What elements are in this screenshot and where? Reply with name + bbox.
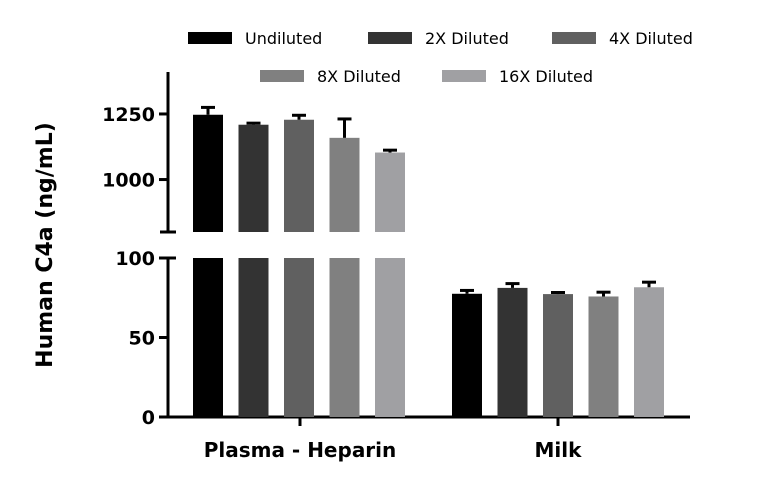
legend-swatch (260, 70, 304, 82)
legend-label: 4X Diluted (609, 29, 693, 48)
bar (238, 258, 269, 417)
bar (543, 294, 573, 417)
legend-label: 2X Diluted (425, 29, 509, 48)
legend-swatch (188, 32, 232, 44)
bar (193, 258, 223, 417)
bar (375, 152, 405, 232)
legend-swatch (552, 32, 596, 44)
bar (588, 296, 619, 417)
bar (238, 124, 269, 232)
y-tick-label: 0 (142, 407, 155, 429)
legend-label: Undiluted (245, 29, 322, 48)
legend-label: 8X Diluted (317, 67, 401, 86)
legend-swatch (442, 70, 486, 82)
bar (375, 258, 405, 417)
y-tick-label: 50 (129, 328, 155, 350)
y-tick-label: 1000 (102, 170, 155, 192)
bar (329, 258, 360, 417)
legend: Undiluted 2X Diluted 4X Diluted 8X Diluted 1… (188, 29, 693, 86)
bar (193, 114, 223, 232)
bar (497, 287, 528, 417)
legend-label: 16X Diluted (499, 67, 593, 86)
axes: 0 50 100 1000 1250 Plasma - Heparin Milk (102, 72, 690, 462)
bar (284, 119, 314, 232)
bars (193, 105, 664, 417)
bar (284, 258, 314, 417)
y-tick-label: 100 (115, 248, 155, 270)
x-tick-label: Milk (535, 438, 583, 462)
y-axis-label: Human C4a (ng/mL) (33, 122, 58, 368)
bar (452, 293, 482, 417)
x-tick-label: Plasma - Heparin (204, 438, 397, 462)
legend-swatch (368, 32, 412, 44)
bar (329, 137, 360, 232)
y-tick-label: 1250 (102, 104, 155, 126)
bar (634, 287, 664, 417)
